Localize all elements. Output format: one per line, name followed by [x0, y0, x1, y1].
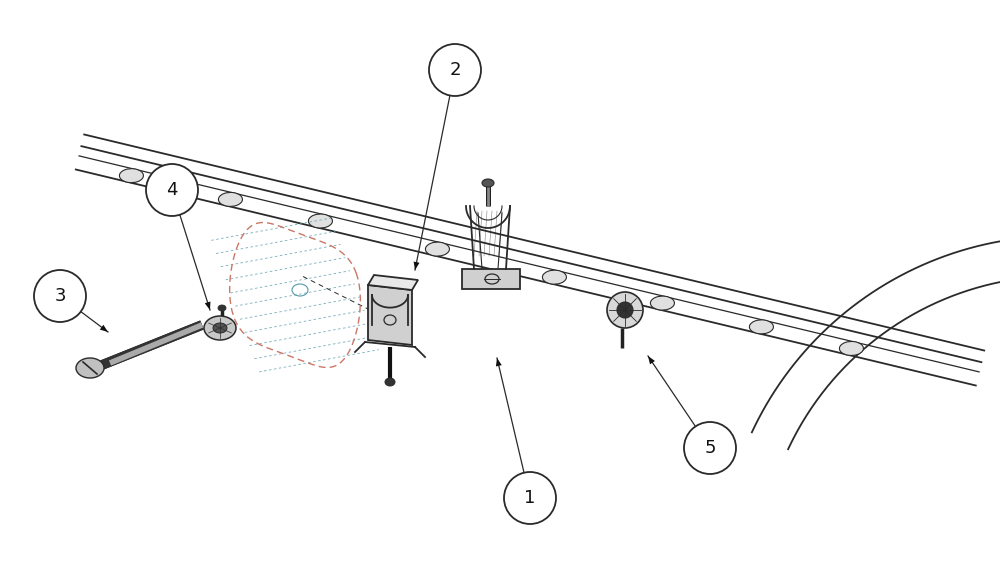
Ellipse shape	[218, 305, 226, 311]
Ellipse shape	[504, 472, 556, 524]
Ellipse shape	[429, 44, 481, 96]
Ellipse shape	[617, 302, 633, 318]
Ellipse shape	[213, 323, 227, 333]
Ellipse shape	[839, 342, 863, 355]
Polygon shape	[205, 301, 210, 310]
Ellipse shape	[482, 179, 494, 187]
Text: 4: 4	[166, 181, 178, 199]
Polygon shape	[496, 358, 502, 366]
Ellipse shape	[34, 270, 86, 322]
Text: 1: 1	[524, 489, 536, 507]
Polygon shape	[462, 269, 520, 289]
Polygon shape	[368, 275, 418, 290]
Ellipse shape	[385, 378, 395, 386]
Ellipse shape	[650, 296, 674, 310]
Ellipse shape	[542, 270, 566, 284]
Ellipse shape	[76, 358, 104, 378]
Text: 2: 2	[449, 61, 461, 79]
Polygon shape	[648, 356, 655, 364]
Polygon shape	[414, 262, 420, 270]
Ellipse shape	[749, 320, 773, 334]
Polygon shape	[100, 325, 108, 332]
Ellipse shape	[684, 422, 736, 474]
Ellipse shape	[146, 164, 198, 216]
Polygon shape	[368, 285, 412, 345]
Ellipse shape	[204, 316, 236, 340]
Ellipse shape	[119, 169, 143, 183]
Text: 5: 5	[704, 439, 716, 457]
Ellipse shape	[425, 242, 449, 256]
Ellipse shape	[218, 192, 242, 206]
Text: 3: 3	[54, 287, 66, 305]
Ellipse shape	[308, 214, 332, 228]
Ellipse shape	[607, 292, 643, 328]
